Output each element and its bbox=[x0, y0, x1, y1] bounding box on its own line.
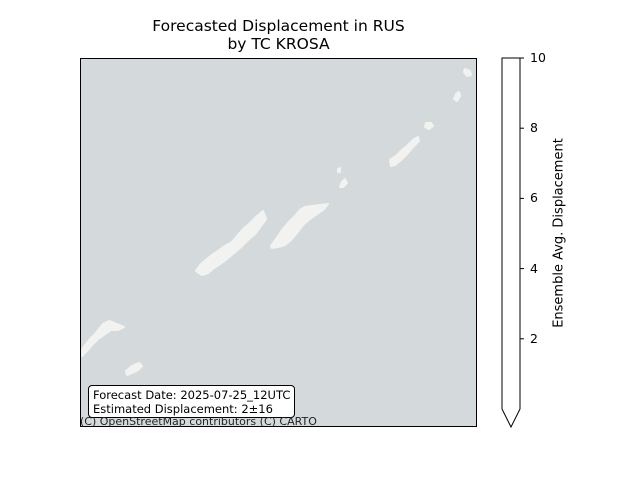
map-panel[interactable] bbox=[80, 58, 477, 427]
island-central-south bbox=[195, 210, 267, 276]
island-north-small bbox=[453, 91, 461, 102]
island-southwest-large bbox=[81, 320, 125, 357]
colorbar-body bbox=[501, 57, 521, 429]
island-south bbox=[125, 362, 143, 376]
colorbar bbox=[501, 57, 524, 429]
colorbar-tick-label: 10 bbox=[530, 50, 546, 65]
forecast-info-box: Forecast Date: 2025-07-25_12UTC Estimate… bbox=[88, 385, 296, 418]
island-northeast-tip bbox=[463, 68, 472, 77]
forecast-date-text: Forecast Date: 2025-07-25_12UTC bbox=[93, 388, 291, 402]
island-upper-chain bbox=[389, 136, 420, 167]
colorbar-tick-marks bbox=[520, 57, 524, 340]
colorbar-tick-label: 8 bbox=[530, 120, 538, 136]
islets-mid-pair bbox=[339, 178, 348, 188]
map-canvas bbox=[81, 59, 476, 426]
estimated-displacement-text: Estimated Displacement: 2±16 bbox=[93, 402, 273, 416]
colorbar-tick-label: 2 bbox=[530, 330, 538, 346]
map-attribution[interactable]: (C) OpenStreetMap contributors (C) CARTO bbox=[80, 415, 317, 428]
islet-north bbox=[424, 122, 434, 130]
title-line-1: Forecasted Displacement in RUS bbox=[152, 17, 405, 35]
land-group bbox=[81, 68, 472, 376]
map-title: Forecasted Displacement in RUS by TC KRO… bbox=[80, 17, 477, 53]
islet-mid bbox=[337, 167, 341, 173]
colorbar-tick-label: 4 bbox=[530, 260, 538, 276]
title-line-2: by TC KROSA bbox=[227, 35, 330, 53]
island-central-large bbox=[270, 203, 329, 249]
colorbar-label: Ensemble Avg. Displacement bbox=[551, 138, 567, 328]
colorbar-tick-label: 6 bbox=[530, 190, 538, 206]
